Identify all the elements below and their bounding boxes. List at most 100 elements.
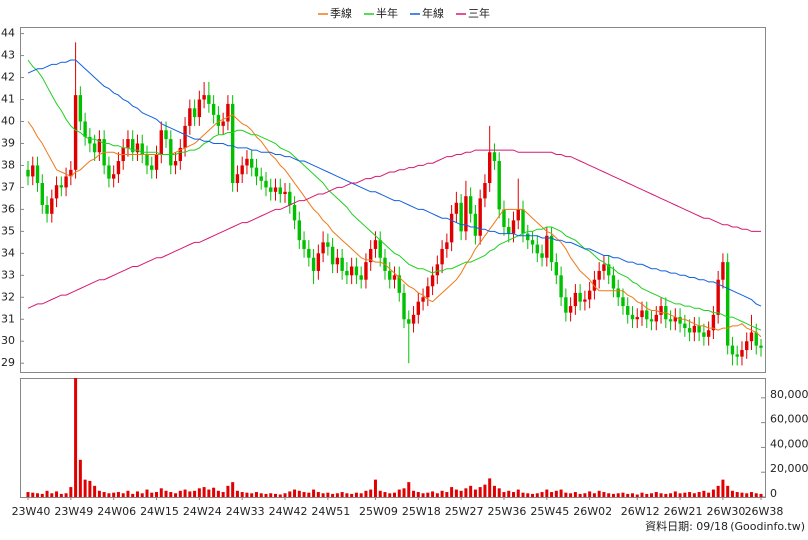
- volume-bar: [102, 492, 106, 497]
- candle-body: [292, 204, 297, 221]
- volume-bar: [359, 493, 363, 497]
- candle-body: [497, 161, 501, 210]
- candle-body: [507, 226, 511, 234]
- candle-body: [678, 317, 682, 324]
- y-tick-label: 42: [1, 71, 15, 84]
- volume-bar: [193, 490, 197, 497]
- volume-bar: [492, 485, 496, 497]
- x-tick-label: 26W12: [621, 505, 660, 518]
- candle-body: [611, 275, 616, 289]
- x-tick-label: 24W42: [269, 505, 308, 518]
- candle-body: [749, 332, 754, 342]
- price-panel: [20, 27, 766, 373]
- volume-bar: [740, 492, 744, 497]
- candle-body: [316, 253, 321, 271]
- candle-body: [440, 248, 444, 265]
- x-tick-label: 26W21: [664, 505, 703, 518]
- volume-bar: [369, 489, 373, 497]
- candle-body: [626, 306, 630, 315]
- volume-bar: [26, 492, 30, 497]
- volume-panel: [20, 378, 766, 498]
- candle-body: [183, 125, 187, 148]
- volume-bar: [88, 480, 92, 497]
- volume-bar: [297, 490, 301, 497]
- candle-body: [230, 103, 235, 184]
- x-tick-label: 26W02: [573, 505, 612, 518]
- y-tick-label: 30: [1, 334, 15, 347]
- candle-body: [31, 165, 35, 177]
- candle-body: [26, 169, 30, 177]
- candle-body: [140, 143, 144, 155]
- candle-body: [35, 165, 40, 184]
- candle-body: [345, 270, 349, 276]
- volume-bar: [140, 493, 144, 497]
- volume-bar: [421, 493, 425, 497]
- volume-bar: [59, 493, 63, 497]
- candle-body: [245, 158, 249, 166]
- candle-body: [545, 235, 549, 258]
- volume-bar: [331, 493, 335, 497]
- candle-body: [297, 220, 302, 241]
- volume-bar: [164, 490, 168, 497]
- volume-bar: [212, 487, 216, 497]
- volume-bar: [707, 492, 711, 497]
- volume-bar: [226, 485, 230, 497]
- volume-bar: [526, 493, 530, 497]
- volume-bar: [630, 493, 634, 497]
- volume-bar: [650, 493, 654, 497]
- y-tick-label: 38: [1, 158, 15, 171]
- candle-body: [235, 174, 240, 184]
- candle-body: [445, 242, 449, 249]
- candle-body: [92, 143, 97, 153]
- candle-body: [402, 292, 406, 320]
- volume-bar: [264, 493, 268, 497]
- volume-bar: [240, 492, 244, 497]
- volume-bar: [607, 493, 611, 497]
- y-tick-label: 33: [1, 268, 15, 281]
- volume-bar: [635, 494, 639, 497]
- volume-bar: [250, 493, 254, 497]
- volume-bar: [678, 493, 682, 497]
- volume-bar: [412, 490, 416, 497]
- candle-body: [478, 198, 482, 236]
- x-tick-label: 26W38: [745, 505, 784, 518]
- y-tick-label: 32: [1, 290, 15, 303]
- candle-body: [116, 161, 121, 175]
- candle-body: [487, 152, 492, 184]
- volume-bar: [611, 493, 615, 497]
- volume-bar: [340, 492, 344, 497]
- candle-body: [530, 240, 535, 245]
- candle-body: [606, 264, 611, 276]
- volume-bar: [354, 492, 358, 497]
- ma-line: [27, 59, 762, 331]
- candle-body: [69, 169, 73, 177]
- candle-body: [373, 240, 378, 249]
- volume-bar: [74, 378, 78, 497]
- volume-bar: [55, 491, 59, 497]
- candle-body: [407, 319, 411, 324]
- candle-body: [188, 108, 192, 126]
- volume-bar: [155, 492, 159, 497]
- volume-bar: [654, 492, 658, 497]
- volume-bar: [440, 490, 444, 497]
- candle-body: [473, 213, 478, 236]
- volume-bar: [407, 482, 411, 497]
- volume-bar: [692, 493, 696, 497]
- candle-body: [730, 345, 735, 355]
- candle-body: [197, 99, 202, 118]
- volume-bar: [83, 479, 87, 497]
- candle-body: [240, 165, 244, 175]
- volume-bar: [40, 493, 44, 497]
- candle-body: [349, 266, 354, 276]
- volume-bar: [621, 492, 625, 497]
- candle-body: [549, 235, 554, 263]
- candle-body: [278, 187, 282, 195]
- x-tick-label: 26W30: [706, 505, 745, 518]
- volume-bar: [626, 493, 630, 497]
- candle-body: [692, 325, 697, 333]
- candle-body: [621, 297, 625, 307]
- y-tick-label: 35: [1, 224, 15, 237]
- ma-line: [27, 149, 761, 309]
